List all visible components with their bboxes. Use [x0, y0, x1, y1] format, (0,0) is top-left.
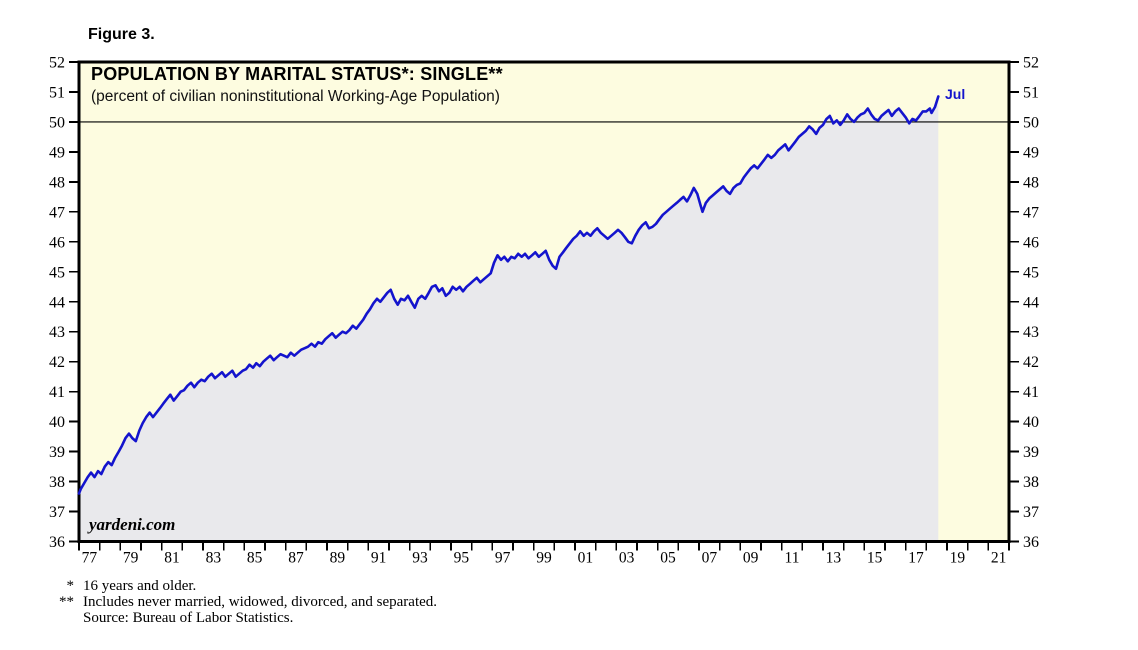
x-axis-label: 87	[288, 550, 304, 567]
y-axis-label-left: 49	[49, 144, 65, 161]
y-axis-label-right: 52	[1023, 55, 1039, 72]
y-axis-label-right: 38	[1023, 474, 1039, 491]
x-axis-label: 99	[536, 550, 552, 567]
data-line	[77, 95, 940, 495]
footnote-text: 16 years and older.	[83, 578, 197, 594]
footnote-line: * 16 years and older.	[48, 578, 437, 594]
y-axis-label-left: 43	[49, 324, 65, 341]
footnote-marker	[48, 610, 83, 626]
footnote-line: ** Includes never married, widowed, divo…	[48, 594, 437, 610]
y-axis-label-left: 46	[49, 234, 65, 251]
y-axis-label-right: 46	[1023, 234, 1039, 251]
x-axis-label: 09	[743, 550, 759, 567]
y-axis-label-right: 36	[1023, 534, 1039, 551]
watermark-yardeni: yardeni.com	[89, 515, 176, 534]
y-axis-label-left: 47	[49, 204, 65, 221]
y-axis-label-left: 50	[49, 114, 65, 131]
y-axis-label-right: 39	[1023, 444, 1039, 461]
y-axis-label-left: 45	[49, 264, 65, 281]
x-axis-label: 05	[660, 550, 676, 567]
y-axis-label-right: 37	[1023, 504, 1039, 521]
y-axis-label-left: 37	[49, 504, 65, 521]
y-axis-label-right: 41	[1023, 384, 1039, 401]
x-axis-label: 01	[578, 550, 594, 567]
x-axis-label: 03	[619, 550, 635, 567]
x-axis-label: 85	[247, 550, 263, 567]
x-axis-label: 89	[330, 550, 346, 567]
y-axis-label-left: 41	[49, 384, 65, 401]
x-axis-label: 79	[123, 550, 139, 567]
y-axis-label-right: 51	[1023, 84, 1039, 101]
x-axis-label: 77	[82, 550, 98, 567]
x-axis-label: 83	[206, 550, 222, 567]
footnote-line: Source: Bureau of Labor Statistics.	[48, 610, 437, 626]
x-axis-label: 17	[908, 550, 924, 567]
x-axis-label: 91	[371, 550, 387, 567]
y-axis-label-right: 47	[1023, 204, 1039, 221]
last-point-label: Jul	[945, 86, 966, 102]
x-axis-label: 97	[495, 550, 511, 567]
x-axis-label: 13	[826, 550, 842, 567]
y-axis-label-left: 38	[49, 474, 65, 491]
y-axis-label-right: 40	[1023, 414, 1039, 431]
chart-title: POPULATION BY MARITAL STATUS*: SINGLE**	[91, 64, 503, 84]
area-fill	[79, 96, 939, 542]
x-axis-label: 15	[867, 550, 883, 567]
y-axis-label-right: 49	[1023, 144, 1039, 161]
y-axis-label-left: 48	[49, 174, 65, 191]
y-axis-label-right: 43	[1023, 324, 1039, 341]
x-axis-label: 21	[991, 550, 1007, 567]
y-axis-label-left: 51	[49, 84, 65, 101]
x-axis-label: 19	[950, 550, 966, 567]
footnote-text: Source: Bureau of Labor Statistics.	[83, 610, 294, 626]
y-axis-label-right: 45	[1023, 264, 1039, 281]
y-axis-label-left: 40	[49, 414, 65, 431]
y-axis-label-right: 44	[1023, 294, 1039, 311]
y-axis-label-left: 44	[49, 294, 65, 311]
y-axis-label-left: 42	[49, 354, 65, 371]
plot-frame	[77, 60, 1011, 543]
y-axis-label-left: 52	[49, 55, 65, 72]
footnote-text: Includes never married, widowed, divorce…	[83, 594, 438, 610]
y-axis-label-left: 36	[49, 534, 65, 551]
y-axis-label-right: 42	[1023, 354, 1039, 371]
chart-subtitle: (percent of civilian noninstitutional Wo…	[91, 88, 500, 105]
x-axis-label: 11	[785, 550, 800, 567]
footnote-marker: *	[66, 578, 75, 594]
x-axis-label: 81	[164, 550, 180, 567]
x-axis-label: 95	[454, 550, 470, 567]
y-axis-label-right: 50	[1023, 114, 1039, 131]
x-axis-label: 07	[702, 550, 718, 567]
footnote-marker: **	[59, 594, 74, 610]
y-axis-label-left: 39	[49, 444, 65, 461]
y-axis-label-right: 48	[1023, 174, 1039, 191]
footnotes: * 16 years and older. ** Includes never …	[48, 578, 437, 626]
x-axis-label: 93	[412, 550, 428, 567]
figure-label: Figure 3.	[88, 26, 155, 43]
